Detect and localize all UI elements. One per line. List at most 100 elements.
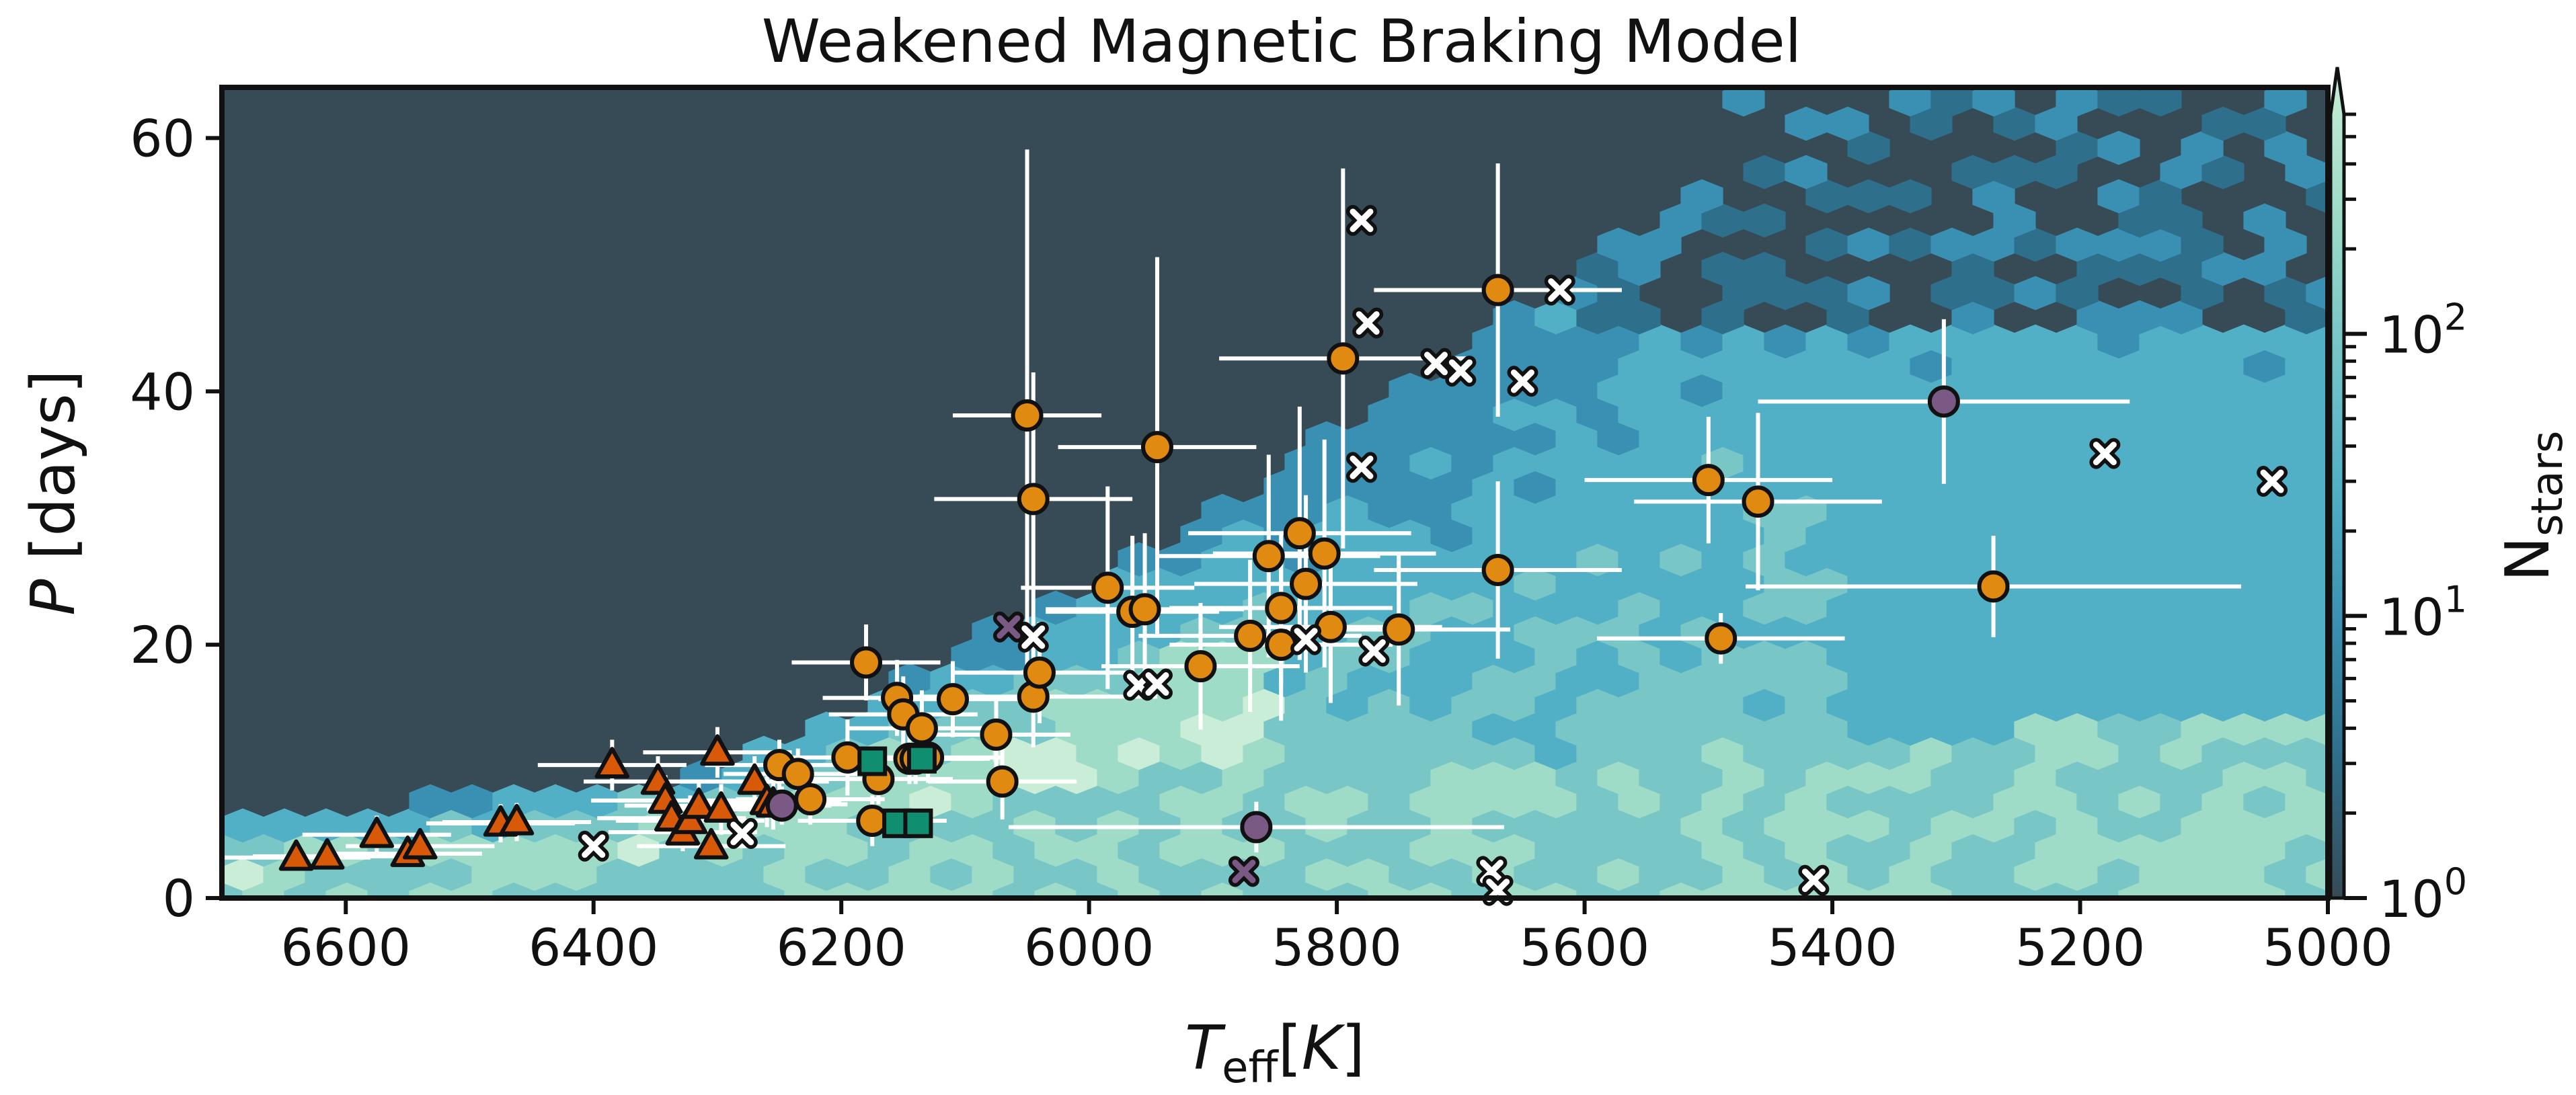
hex-cell xyxy=(451,784,494,819)
hex-cell xyxy=(1326,784,1369,819)
hex-cell xyxy=(1576,251,1619,286)
hex-cell xyxy=(2097,469,2140,504)
hex-cell xyxy=(805,711,848,746)
hex-cell xyxy=(1972,421,2015,456)
hex-cell xyxy=(1660,687,1703,722)
hex-cell xyxy=(1618,300,1661,335)
hex-cell xyxy=(1910,493,1953,528)
hex-cell xyxy=(1222,711,1265,746)
x-tick-label: 5800 xyxy=(1272,918,1401,977)
hex-cell xyxy=(2014,663,2057,698)
hex-cell xyxy=(1722,518,1765,553)
hex-cell xyxy=(2118,784,2161,819)
hex-cell xyxy=(1368,881,1411,898)
hex-cell xyxy=(1993,348,2036,383)
hex-cell xyxy=(909,881,952,898)
hex-cell xyxy=(1472,469,1515,504)
hex-cell xyxy=(2160,348,2203,383)
hex-cell xyxy=(1555,711,1598,746)
hex-cell xyxy=(2139,87,2182,117)
hex-cell xyxy=(1743,542,1786,577)
hex-cell xyxy=(2056,808,2099,843)
hex-cell xyxy=(1389,372,1432,407)
hex-cell xyxy=(1430,614,1473,649)
hex-cell xyxy=(1284,735,1327,770)
hex-cell xyxy=(1951,155,1994,190)
hex-cell xyxy=(1389,711,1432,746)
hex-cell xyxy=(1534,348,1577,383)
hex-cell xyxy=(2181,711,2224,746)
hex-cell xyxy=(1472,372,1515,407)
hex-cell xyxy=(1951,445,1994,480)
hex-cell xyxy=(1368,397,1411,432)
hex-cell xyxy=(1013,760,1056,795)
hex-cell xyxy=(1284,687,1327,722)
hex-cell xyxy=(1930,614,1974,649)
hex-cell xyxy=(1868,735,1911,770)
hex-cell xyxy=(222,808,264,843)
hex-cell xyxy=(1597,518,1640,553)
hex-cell xyxy=(1785,348,1828,383)
hex-cell xyxy=(1618,445,1661,480)
hex-cell xyxy=(1972,179,2015,214)
hex-cell xyxy=(1847,372,1890,407)
hex-cell xyxy=(1930,87,1974,117)
hex-cell xyxy=(492,832,535,867)
hex-cell xyxy=(2243,203,2286,238)
hex-cell xyxy=(1472,614,1515,649)
hex-cell xyxy=(1368,832,1411,867)
hex-cell xyxy=(1097,856,1140,891)
hex-cell xyxy=(1993,106,2036,141)
marker-cross xyxy=(1350,455,1374,479)
hex-cell xyxy=(1868,397,1911,432)
hex-cell xyxy=(1847,760,1890,795)
hex-cell xyxy=(1701,881,1744,898)
hex-cell xyxy=(1910,687,1953,722)
hex-cell xyxy=(2222,518,2265,553)
hex-cell xyxy=(1805,372,1848,407)
hex-cell xyxy=(1639,760,1682,795)
hex-cell xyxy=(1805,711,1848,746)
hex-cell xyxy=(2201,397,2245,432)
hex-cell xyxy=(2285,832,2328,867)
hex-cell xyxy=(1930,856,1974,891)
hex-cell xyxy=(1576,784,1619,819)
hex-cell xyxy=(1680,324,1723,359)
hex-cell xyxy=(2347,518,2390,553)
hex-cell xyxy=(2243,348,2286,383)
hex-cell xyxy=(2118,832,2161,867)
hex-cell xyxy=(1701,590,1744,625)
marker-cross xyxy=(1448,359,1473,383)
hex-cell xyxy=(1680,566,1723,601)
hex-cell xyxy=(2285,397,2328,432)
hex-cell xyxy=(1534,735,1577,770)
hex-cell xyxy=(1889,469,1932,504)
hex-cell xyxy=(2285,784,2328,819)
hex-cell xyxy=(2035,881,2078,898)
hex-cell xyxy=(1972,518,2015,553)
hex-cell xyxy=(1701,735,1744,770)
marker-purple-circle xyxy=(1927,385,1960,418)
hex-cell xyxy=(2347,663,2390,698)
hex-cell xyxy=(1639,663,1682,698)
hex-cell xyxy=(1639,808,1682,843)
hex-cell xyxy=(1639,324,1682,359)
hex-cell xyxy=(2014,856,2057,891)
hex-cell xyxy=(2014,808,2057,843)
hex-cell xyxy=(1430,421,1473,456)
hex-cell xyxy=(2076,784,2119,819)
hex-cell xyxy=(1618,784,1661,819)
hex-cell xyxy=(2118,300,2161,335)
hex-cell xyxy=(1159,784,1202,819)
marker-circle xyxy=(1481,274,1514,307)
hex-cell xyxy=(1389,421,1432,456)
hex-cell xyxy=(1805,421,1848,456)
marker-cross xyxy=(1350,208,1374,233)
marker-circle xyxy=(850,646,883,679)
hex-cell xyxy=(2222,566,2265,601)
hex-cell xyxy=(409,784,452,819)
hex-cell xyxy=(1368,445,1411,480)
hex-cell xyxy=(1514,324,1557,359)
hex-cell xyxy=(1722,276,1765,311)
hex-cell xyxy=(1159,881,1202,898)
